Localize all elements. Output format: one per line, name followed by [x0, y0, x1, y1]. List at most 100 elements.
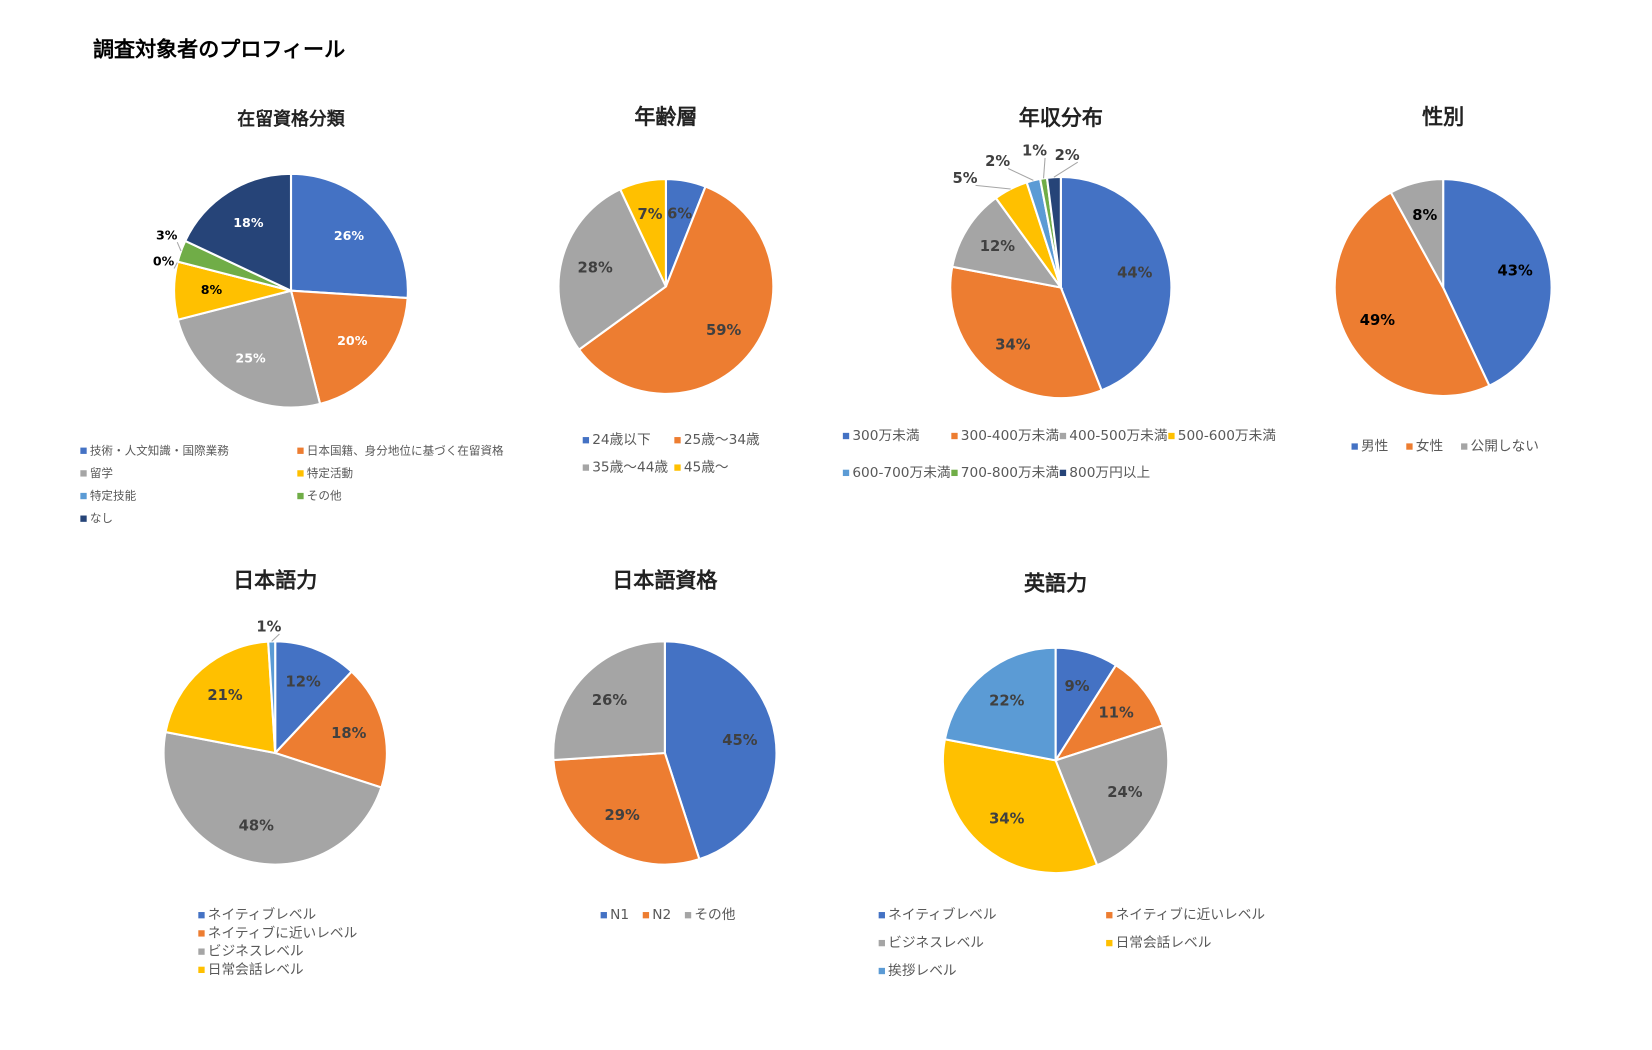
legend-text: 女性	[1416, 438, 1443, 455]
pie-slice	[273, 670, 388, 789]
chart-title: 日本語力	[233, 567, 317, 592]
legend-swatch	[582, 437, 590, 444]
legend-text: 日常会話レベル	[1116, 934, 1212, 951]
legend-text: 挨拶レベル	[888, 963, 957, 979]
legend-swatch	[80, 492, 87, 500]
legend-text: ビジネスレベル	[208, 944, 304, 960]
pie-slice	[289, 289, 409, 406]
pie-slice	[663, 640, 778, 861]
leader-line	[975, 184, 1011, 190]
value-label: 22%	[989, 692, 1025, 709]
value-label: 6%	[667, 206, 692, 223]
value-label: 48%	[239, 818, 275, 835]
legend-swatch	[297, 470, 304, 477]
chart-title: 年収分布	[1019, 105, 1103, 130]
value-label: 20%	[337, 333, 368, 348]
leader-line	[1043, 157, 1046, 179]
legend-swatch	[1351, 443, 1358, 450]
pie-slice	[943, 646, 1057, 762]
legend-text: ネイティブに近いレベル	[208, 924, 358, 941]
chart-title: 在留資格分類	[237, 108, 345, 130]
value-label: 49%	[1360, 312, 1396, 329]
legend-swatch	[198, 912, 205, 919]
legend-text: 600-700万未満	[852, 465, 951, 481]
value-label: 5%	[953, 170, 978, 187]
legend-text: 24歳以下	[592, 432, 650, 448]
pie-slice	[267, 640, 277, 754]
legend-text: ネイティブレベル	[888, 906, 997, 923]
pie-slice	[552, 640, 666, 762]
legend-swatch	[1059, 432, 1067, 440]
leader-line	[173, 261, 179, 269]
leader-line	[1007, 168, 1034, 181]
pie-chart: 年収分布 44% 34% 12% 5% 2% 1% 2% 300万未満 300-400万未満 400…	[842, 105, 1276, 481]
chart-title: 英語力	[1024, 571, 1087, 596]
legend-text: 日常会話レベル	[208, 961, 304, 978]
legend-swatch	[951, 432, 958, 440]
value-label: 8%	[1412, 207, 1437, 224]
legend-swatch	[684, 912, 692, 919]
legend-swatch	[297, 447, 304, 454]
legend-swatch	[582, 464, 590, 471]
pie-slice	[1059, 175, 1173, 392]
pie-slice	[164, 640, 277, 755]
pie-slice	[289, 172, 409, 300]
value-label: 25%	[235, 351, 266, 366]
pie-slice	[1045, 175, 1062, 288]
value-label: 11%	[1098, 704, 1134, 721]
legend-text: 男性	[1361, 439, 1388, 455]
chart-title: 性別	[1422, 104, 1464, 129]
pie-slice	[183, 172, 293, 293]
pie-slice	[941, 738, 1099, 875]
pie-slice	[557, 187, 668, 352]
value-label: 2%	[1055, 147, 1080, 164]
value-label: 18%	[233, 215, 264, 230]
legend-swatch	[1406, 443, 1413, 450]
legend-swatch	[842, 469, 850, 477]
legend-swatch	[642, 912, 650, 919]
legend-text: ネイティブに近いレベル	[1116, 906, 1266, 923]
value-label: 18%	[331, 725, 367, 742]
pie-slice	[577, 185, 775, 395]
legend-text: 35歳～44歳	[592, 460, 668, 476]
chart-title: 年齢層	[634, 104, 697, 129]
value-label: 29%	[605, 807, 641, 824]
pie-slice	[1053, 663, 1165, 763]
value-label: 34%	[995, 336, 1031, 353]
legend-swatch	[1168, 432, 1175, 440]
legend-text: ネイティブレベル	[208, 906, 317, 923]
value-label: 1%	[256, 619, 281, 636]
legend-text: N1	[610, 907, 629, 923]
value-label: 26%	[592, 692, 628, 709]
value-label: 21%	[207, 687, 243, 704]
value-label: 0%	[153, 254, 175, 269]
value-label: 43%	[1497, 262, 1533, 279]
pie-chart: 在留資格分類 26% 20% 25% 8% 0% 3% 18% 技術・人文知識・国際業務 日本国籍…	[80, 108, 504, 525]
pie-slice	[162, 730, 383, 866]
legend-swatch	[80, 515, 87, 522]
legend-swatch	[1461, 443, 1468, 450]
value-label: 44%	[1117, 264, 1153, 281]
pie-slice	[552, 751, 701, 866]
legend-swatch	[80, 447, 87, 454]
value-label: 45%	[722, 732, 758, 749]
legend-swatch	[1059, 469, 1067, 477]
pie-slice	[618, 177, 667, 287]
value-label: 12%	[980, 238, 1016, 255]
legend-text: 特定技能	[90, 489, 137, 503]
value-label: 9%	[1064, 678, 1089, 695]
pie-slice	[176, 289, 322, 409]
value-label: 59%	[706, 322, 742, 339]
legend-text: N2	[652, 907, 671, 923]
value-label: 26%	[334, 228, 365, 243]
legend-swatch	[951, 469, 958, 477]
pie-chart: 年齢層 6% 59% 28% 7% 24歳以下 25歳～34歳 35歳～44歳 45歳～	[557, 104, 775, 476]
value-label: 1%	[1022, 143, 1047, 160]
value-label: 7%	[637, 206, 662, 223]
legend-text: 日本国籍、身分地位に基づく在留資格	[307, 443, 504, 457]
legend-swatch	[198, 966, 205, 974]
legend-text: 公開しない	[1471, 439, 1539, 455]
legend-swatch	[600, 912, 607, 919]
chart-title: 日本語資格	[612, 567, 718, 592]
